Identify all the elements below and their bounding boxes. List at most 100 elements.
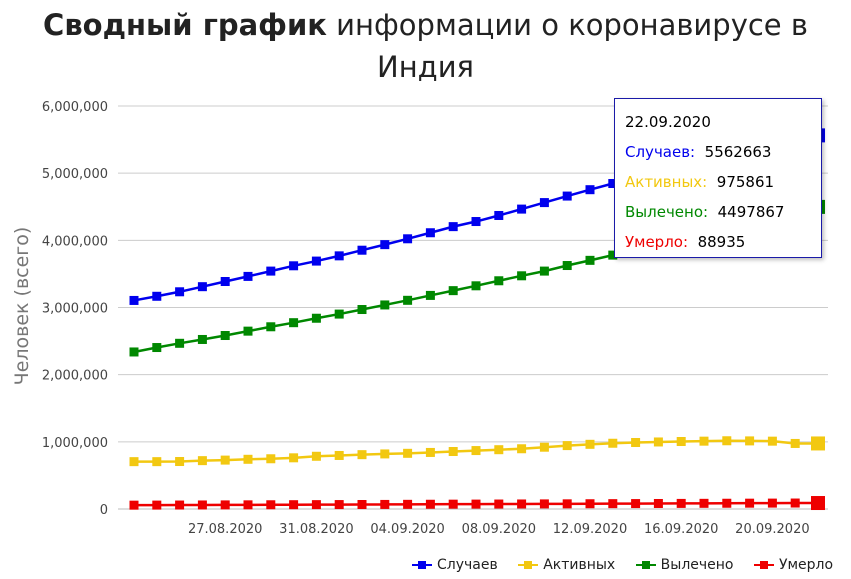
data-point[interactable] — [311, 451, 321, 461]
data-point[interactable] — [631, 438, 641, 448]
data-point[interactable] — [425, 499, 435, 509]
data-point[interactable] — [608, 499, 618, 509]
data-point[interactable] — [175, 500, 185, 510]
data-point[interactable] — [243, 454, 253, 464]
data-point[interactable] — [608, 179, 618, 189]
data-point[interactable] — [334, 251, 344, 261]
data-point[interactable] — [539, 198, 549, 208]
legend-item-recovered[interactable]: Вылечено — [635, 557, 734, 573]
data-point[interactable] — [266, 454, 276, 464]
data-point[interactable] — [539, 266, 549, 276]
legend-item-active[interactable]: Активных — [518, 557, 615, 573]
data-point[interactable] — [289, 453, 299, 463]
data-point[interactable] — [334, 500, 344, 510]
data-point[interactable] — [562, 441, 572, 451]
data-point[interactable] — [220, 455, 230, 465]
data-point[interactable] — [745, 498, 755, 508]
data-point[interactable] — [197, 334, 207, 344]
data-point[interactable] — [653, 498, 663, 508]
data-point[interactable] — [471, 281, 481, 291]
data-point[interactable] — [380, 499, 390, 509]
data-point[interactable] — [403, 448, 413, 458]
data-point[interactable] — [767, 498, 777, 508]
data-point[interactable] — [448, 286, 458, 296]
data-point[interactable] — [699, 436, 709, 446]
data-point[interactable] — [517, 204, 527, 214]
data-point[interactable] — [289, 318, 299, 328]
data-point[interactable] — [494, 445, 504, 455]
data-point[interactable] — [517, 499, 527, 509]
data-point[interactable] — [722, 436, 732, 446]
data-point[interactable] — [608, 438, 618, 448]
data-point[interactable] — [811, 436, 825, 451]
data-point[interactable] — [448, 222, 458, 232]
data-point[interactable] — [494, 499, 504, 509]
legend-item-deaths[interactable]: Умерло — [753, 557, 833, 573]
data-point[interactable] — [539, 442, 549, 452]
data-point[interactable] — [403, 499, 413, 509]
data-point[interactable] — [129, 295, 139, 305]
data-point[interactable] — [152, 291, 162, 301]
data-point[interactable] — [243, 326, 253, 336]
data-point[interactable] — [811, 496, 825, 511]
data-point[interactable] — [334, 309, 344, 319]
data-point[interactable] — [289, 261, 299, 271]
data-point[interactable] — [380, 449, 390, 459]
data-point[interactable] — [357, 245, 367, 255]
data-point[interactable] — [357, 305, 367, 315]
data-point[interactable] — [175, 287, 185, 297]
data-point[interactable] — [243, 271, 253, 281]
data-point[interactable] — [311, 256, 321, 266]
data-point[interactable] — [608, 250, 618, 260]
data-point[interactable] — [289, 500, 299, 510]
data-point[interactable] — [152, 500, 162, 510]
data-point[interactable] — [494, 276, 504, 286]
data-point[interactable] — [129, 457, 139, 467]
data-point[interactable] — [220, 331, 230, 341]
data-point[interactable] — [266, 500, 276, 510]
data-point[interactable] — [585, 499, 595, 509]
data-point[interactable] — [357, 499, 367, 509]
data-point[interactable] — [585, 255, 595, 265]
data-point[interactable] — [722, 498, 732, 508]
data-point[interactable] — [653, 437, 663, 447]
data-point[interactable] — [562, 499, 572, 509]
data-point[interactable] — [380, 300, 390, 310]
data-point[interactable] — [494, 210, 504, 220]
data-point[interactable] — [380, 240, 390, 250]
data-point[interactable] — [471, 446, 481, 456]
data-point[interactable] — [562, 261, 572, 271]
data-point[interactable] — [403, 295, 413, 305]
data-point[interactable] — [311, 500, 321, 510]
data-point[interactable] — [220, 500, 230, 510]
data-point[interactable] — [197, 500, 207, 510]
data-point[interactable] — [517, 271, 527, 281]
data-point[interactable] — [767, 436, 777, 446]
data-point[interactable] — [266, 266, 276, 276]
legend-item-cases[interactable]: Случаев — [412, 557, 498, 573]
data-point[interactable] — [585, 439, 595, 449]
data-point[interactable] — [562, 191, 572, 201]
data-point[interactable] — [197, 456, 207, 466]
data-point[interactable] — [152, 343, 162, 353]
data-point[interactable] — [631, 499, 641, 509]
data-point[interactable] — [448, 499, 458, 509]
data-point[interactable] — [357, 450, 367, 460]
data-point[interactable] — [790, 498, 800, 508]
data-point[interactable] — [745, 436, 755, 446]
data-point[interactable] — [425, 290, 435, 300]
data-point[interactable] — [585, 185, 595, 195]
data-point[interactable] — [448, 447, 458, 457]
data-point[interactable] — [699, 498, 709, 508]
data-point[interactable] — [152, 457, 162, 467]
data-point[interactable] — [403, 234, 413, 244]
data-point[interactable] — [129, 500, 139, 510]
data-point[interactable] — [175, 457, 185, 467]
data-point[interactable] — [311, 313, 321, 323]
data-point[interactable] — [175, 338, 185, 348]
data-point[interactable] — [243, 500, 253, 510]
data-point[interactable] — [790, 438, 800, 448]
data-point[interactable] — [334, 450, 344, 460]
data-point[interactable] — [517, 444, 527, 454]
data-point[interactable] — [471, 217, 481, 227]
